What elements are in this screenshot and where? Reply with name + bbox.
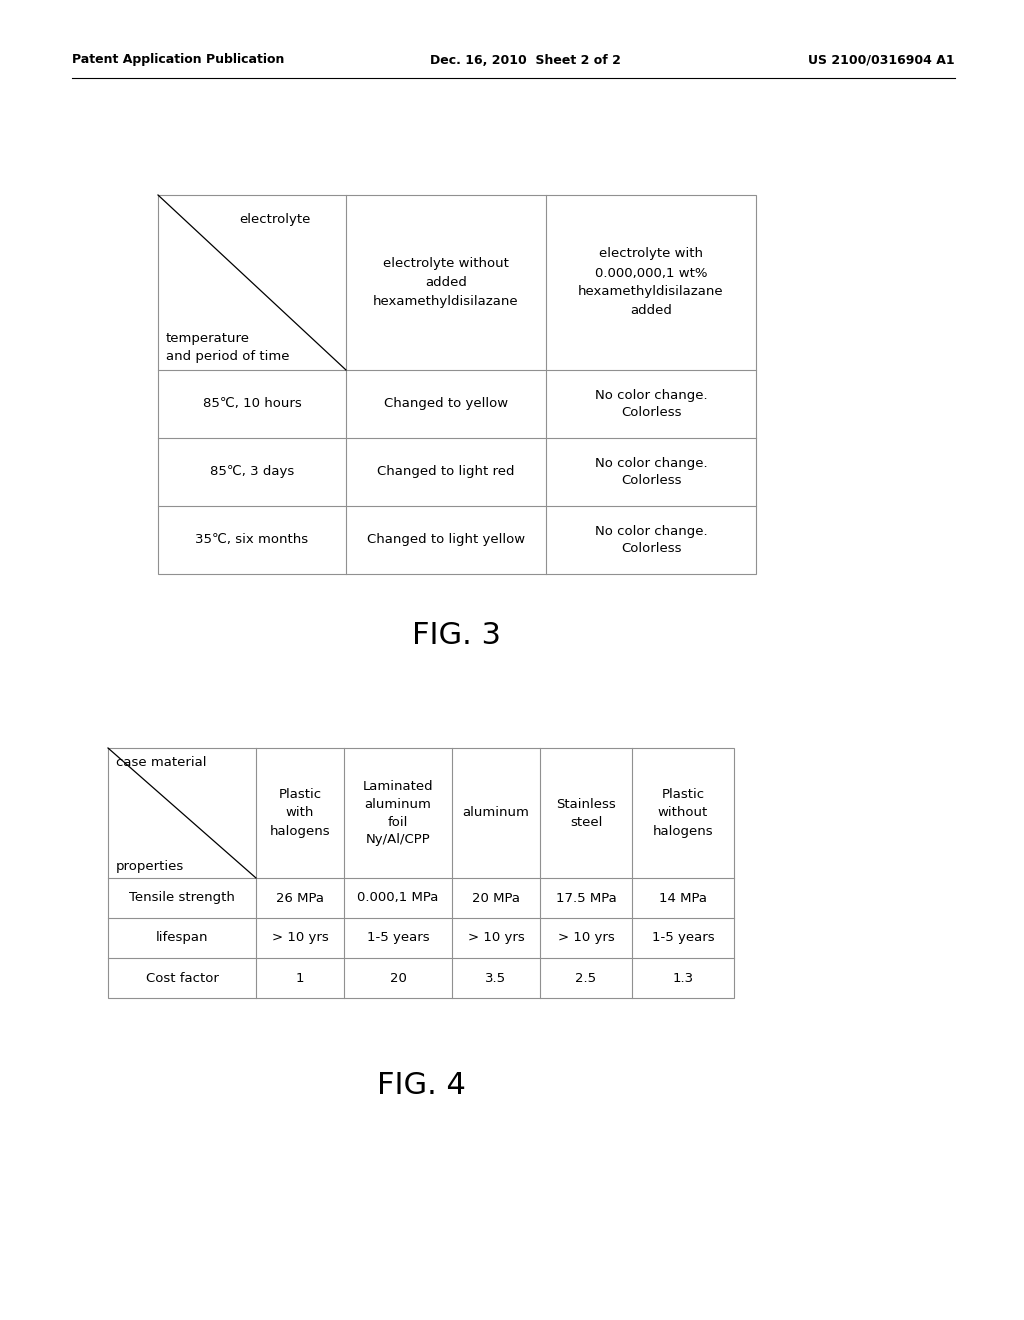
Text: temperature: temperature xyxy=(166,333,250,345)
Text: aluminum: aluminum xyxy=(463,807,529,820)
Text: 2.5: 2.5 xyxy=(575,972,597,985)
Text: Laminated
aluminum
foil
Ny/Al/CPP: Laminated aluminum foil Ny/Al/CPP xyxy=(362,780,433,846)
Text: 85℃, 3 days: 85℃, 3 days xyxy=(210,466,294,479)
Text: FIG. 3: FIG. 3 xyxy=(413,620,502,649)
Text: 85℃, 10 hours: 85℃, 10 hours xyxy=(203,397,301,411)
Text: Stainless
steel: Stainless steel xyxy=(556,797,615,829)
Text: Changed to light yellow: Changed to light yellow xyxy=(367,533,525,546)
Text: Plastic
with
halogens: Plastic with halogens xyxy=(269,788,331,837)
Text: 26 MPa: 26 MPa xyxy=(276,891,324,904)
Text: electrolyte with
0.000,000,1 wt%
hexamethyldisilazane
added: electrolyte with 0.000,000,1 wt% hexamet… xyxy=(579,248,724,318)
Text: electrolyte without
added
hexamethyldisilazane: electrolyte without added hexamethyldisi… xyxy=(373,257,519,308)
Text: Tensile strength: Tensile strength xyxy=(129,891,234,904)
Text: electrolyte: electrolyte xyxy=(239,213,310,226)
Text: US 2100/0316904 A1: US 2100/0316904 A1 xyxy=(808,54,955,66)
Text: properties: properties xyxy=(116,861,184,873)
Text: 1-5 years: 1-5 years xyxy=(651,932,715,945)
Bar xyxy=(158,195,756,574)
Text: lifespan: lifespan xyxy=(156,932,208,945)
Text: 35℃, six months: 35℃, six months xyxy=(196,533,308,546)
Text: and period of time: and period of time xyxy=(166,350,290,363)
Text: 14 MPa: 14 MPa xyxy=(659,891,707,904)
Text: 17.5 MPa: 17.5 MPa xyxy=(556,891,616,904)
Text: > 10 yrs: > 10 yrs xyxy=(558,932,614,945)
Text: Cost factor: Cost factor xyxy=(145,972,218,985)
Text: 1: 1 xyxy=(296,972,304,985)
Text: > 10 yrs: > 10 yrs xyxy=(271,932,329,945)
Text: 1-5 years: 1-5 years xyxy=(367,932,429,945)
Text: No color change.
Colorless: No color change. Colorless xyxy=(595,388,708,420)
Text: Patent Application Publication: Patent Application Publication xyxy=(72,54,285,66)
Text: Changed to yellow: Changed to yellow xyxy=(384,397,508,411)
Text: 20: 20 xyxy=(389,972,407,985)
Text: FIG. 4: FIG. 4 xyxy=(377,1071,466,1100)
Text: Changed to light red: Changed to light red xyxy=(377,466,515,479)
Text: Dec. 16, 2010  Sheet 2 of 2: Dec. 16, 2010 Sheet 2 of 2 xyxy=(430,54,621,66)
Text: No color change.
Colorless: No color change. Colorless xyxy=(595,457,708,487)
Text: > 10 yrs: > 10 yrs xyxy=(468,932,524,945)
Text: 20 MPa: 20 MPa xyxy=(472,891,520,904)
Text: 0.000,1 MPa: 0.000,1 MPa xyxy=(357,891,438,904)
Text: 1.3: 1.3 xyxy=(673,972,693,985)
Text: No color change.
Colorless: No color change. Colorless xyxy=(595,524,708,556)
Bar xyxy=(108,748,734,998)
Text: case material: case material xyxy=(116,756,207,770)
Text: 3.5: 3.5 xyxy=(485,972,507,985)
Text: Plastic
without
halogens: Plastic without halogens xyxy=(652,788,714,837)
